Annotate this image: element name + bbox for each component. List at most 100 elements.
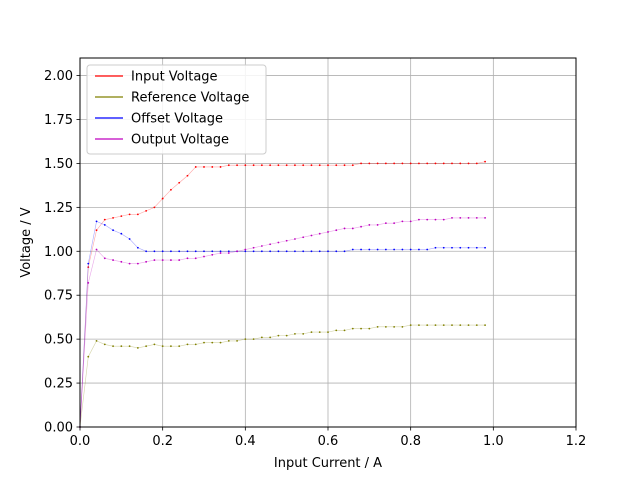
input-voltage-point xyxy=(360,162,362,165)
input-voltage-point xyxy=(484,160,486,163)
output-voltage-point xyxy=(409,220,412,223)
input-voltage-point xyxy=(170,188,172,191)
reference-voltage-point xyxy=(335,329,338,332)
input-voltage-point xyxy=(95,229,98,232)
output-voltage-point xyxy=(87,282,90,284)
output-voltage-point xyxy=(335,229,338,232)
input-voltage-point xyxy=(219,166,222,168)
offset-voltage-point xyxy=(194,250,197,253)
input-voltage-point xyxy=(310,164,313,167)
reference-voltage-point xyxy=(451,324,453,326)
output-voltage-point xyxy=(384,222,387,225)
offset-voltage-point xyxy=(475,246,478,249)
input-voltage-point xyxy=(442,162,445,165)
output-voltage-point xyxy=(178,259,181,261)
offset-voltage-point xyxy=(252,250,255,253)
series-layer xyxy=(79,160,486,428)
offset-voltage-point xyxy=(360,248,362,251)
offset-voltage-point xyxy=(302,250,305,253)
x-tick-label: 0.0 xyxy=(70,434,91,449)
offset-voltage-point xyxy=(335,250,338,253)
input-voltage-point xyxy=(451,162,453,165)
reference-voltage-point xyxy=(219,341,222,344)
output-voltage-point xyxy=(120,260,123,263)
reference-voltage-point xyxy=(112,345,114,348)
y-tick-label: 1.25 xyxy=(44,201,73,216)
input-voltage-point xyxy=(203,166,205,168)
output-voltage-point xyxy=(318,232,321,235)
offset-voltage-point xyxy=(244,250,247,253)
output-voltage-point xyxy=(95,248,98,251)
y-tick-label: 0.50 xyxy=(44,333,73,348)
reference-voltage-point xyxy=(236,340,238,342)
x-tick-label: 0.4 xyxy=(235,434,256,449)
reference-voltage-point xyxy=(244,338,247,341)
y-tick-label: 0.75 xyxy=(44,289,73,304)
input-voltage-point xyxy=(318,164,321,167)
offset-voltage-point xyxy=(120,232,123,235)
input-voltage-point xyxy=(120,215,123,218)
output-voltage-point xyxy=(277,241,280,244)
reference-voltage-point xyxy=(120,345,123,348)
reference-voltage-point xyxy=(294,332,296,335)
offset-voltage-point xyxy=(467,246,470,249)
reference-voltage-point xyxy=(252,338,255,341)
reference-voltage-point xyxy=(459,324,462,326)
offset-voltage-point xyxy=(418,248,420,251)
output-voltage-point xyxy=(260,245,263,247)
axis-ticks: 0.0 0.2 0.4 0.6 0.8 1.0 1.2 0.00 0.25 0.50 0.75 1.0… xyxy=(44,69,586,449)
output-voltage-point xyxy=(211,253,214,256)
output-voltage-point xyxy=(327,231,329,233)
reference-voltage-point xyxy=(161,345,164,348)
reference-voltage-point xyxy=(434,324,437,326)
input-voltage-line xyxy=(79,161,486,428)
reference-voltage-point xyxy=(475,324,478,326)
offset-voltage-point xyxy=(153,250,156,253)
reference-voltage-point xyxy=(87,355,90,358)
offset-voltage-point xyxy=(103,224,106,226)
reference-voltage-point xyxy=(401,325,404,328)
input-voltage-point xyxy=(401,162,404,165)
input-voltage-point xyxy=(269,164,272,167)
output-voltage-point xyxy=(393,222,396,225)
output-voltage-point xyxy=(285,239,288,242)
output-voltage-point xyxy=(112,259,114,261)
output-voltage-point xyxy=(145,260,148,263)
offset-voltage-point xyxy=(95,220,98,223)
offset-voltage-point xyxy=(376,248,379,251)
input-voltage-point xyxy=(302,164,305,167)
input-voltage-point xyxy=(475,162,478,165)
legend-label: Output Voltage xyxy=(131,133,229,148)
offset-voltage-point xyxy=(277,250,280,253)
x-axis-label: Input Current / A xyxy=(274,456,382,471)
input-voltage-point xyxy=(145,209,148,212)
legend-box xyxy=(86,64,267,155)
offset-voltage-point xyxy=(409,248,412,251)
input-voltage-point xyxy=(426,162,429,165)
offset-voltage-point xyxy=(442,246,445,249)
y-tick-label: 0.25 xyxy=(44,377,73,392)
legend-label: Reference Voltage xyxy=(131,91,249,106)
y-axis-label: Voltage / V xyxy=(19,207,34,277)
offset-voltage-point xyxy=(170,250,172,253)
reference-voltage-point xyxy=(484,324,486,326)
output-voltage-point xyxy=(186,257,189,260)
output-voltage-point xyxy=(442,218,445,221)
output-voltage-point xyxy=(194,257,197,260)
x-tick-label: 0.6 xyxy=(318,434,339,449)
input-voltage-point xyxy=(335,164,338,167)
x-tick-label: 1.2 xyxy=(566,434,587,449)
offset-voltage-point xyxy=(178,250,181,253)
reference-voltage-point xyxy=(360,327,362,330)
reference-voltage-point xyxy=(277,334,280,337)
legend-label: Offset Voltage xyxy=(131,112,223,127)
input-voltage-point xyxy=(244,164,247,167)
reference-voltage-point xyxy=(343,329,346,332)
reference-voltage-point xyxy=(95,340,98,342)
offset-voltage-point xyxy=(203,250,205,253)
reference-voltage-point xyxy=(211,341,214,344)
reference-voltage-point xyxy=(327,331,329,334)
offset-voltage-point xyxy=(128,238,131,240)
output-voltage-point xyxy=(368,224,371,226)
offset-voltage-point xyxy=(393,248,396,251)
